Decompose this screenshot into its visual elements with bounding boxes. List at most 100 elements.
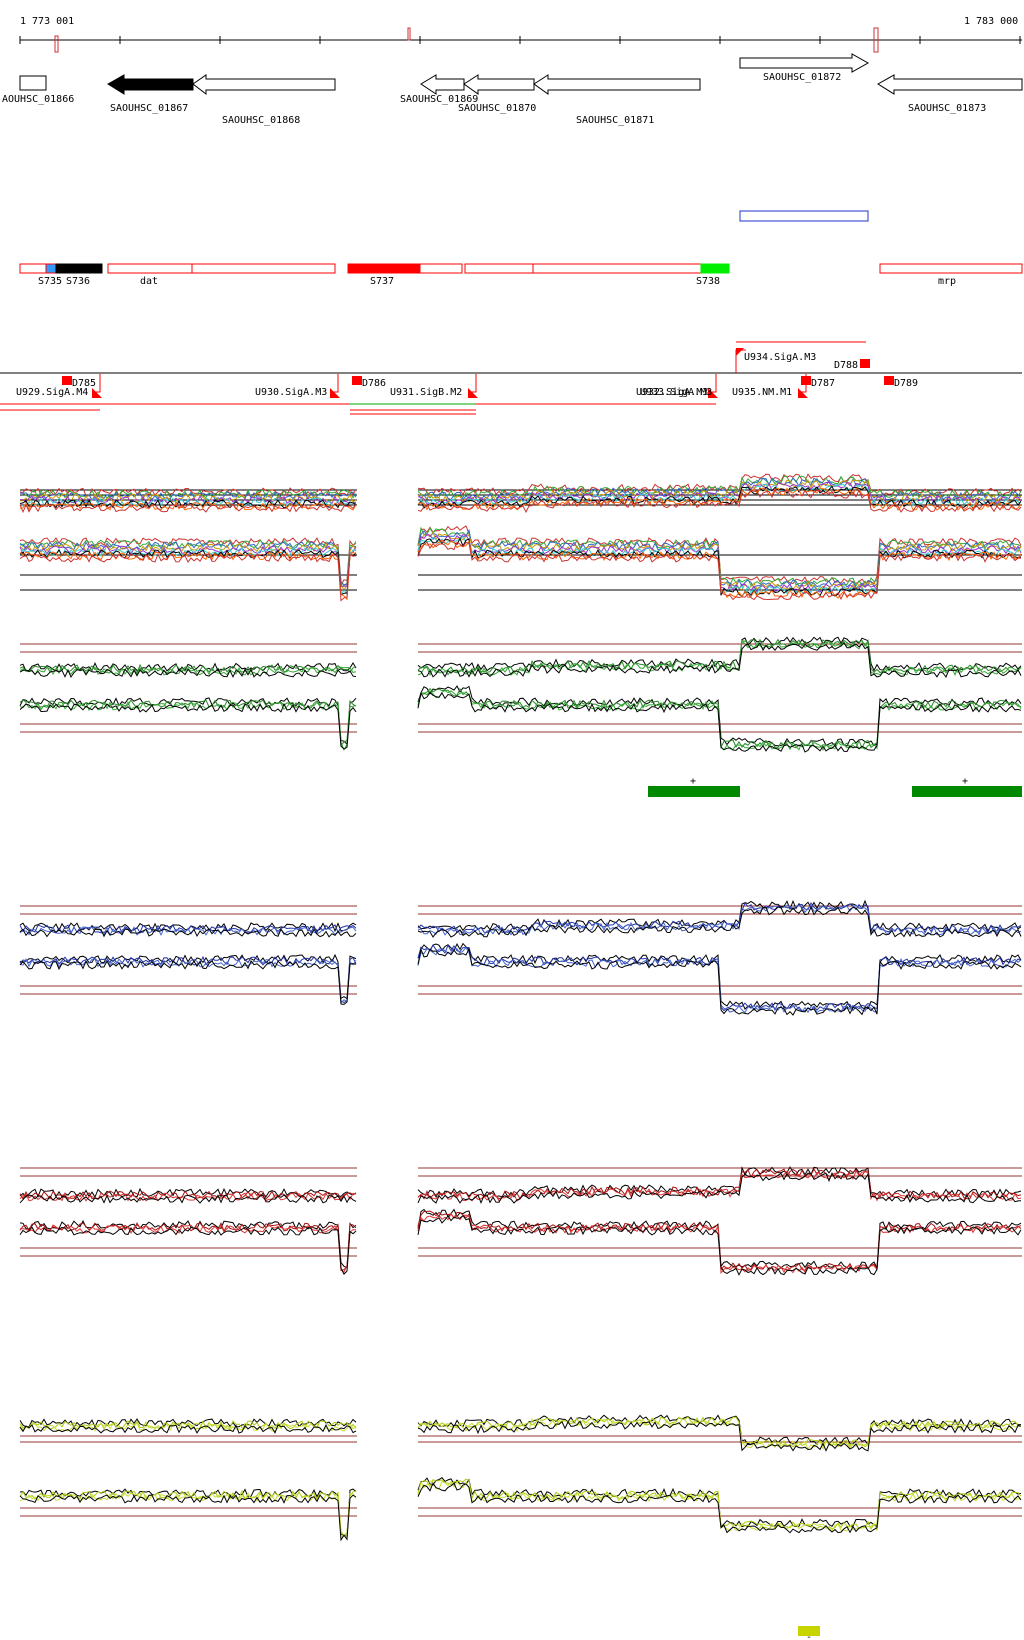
expression-trace — [417, 1169, 1022, 1202]
expression-trace — [19, 541, 357, 586]
expression-panel-2 — [19, 899, 1022, 1016]
terminator-label: D787 — [811, 378, 835, 389]
promoter-label: U930.SigA.M3 — [255, 387, 327, 398]
segment-label: S737 — [370, 276, 394, 287]
expression-trace — [19, 661, 357, 672]
expression-trace — [19, 953, 357, 1000]
gene-arrow[interactable] — [533, 74, 701, 95]
expression-trace — [417, 947, 1022, 1016]
expression-trace — [19, 960, 357, 1005]
gene-label: AOUHSC_01866 — [2, 94, 74, 105]
region-label: + — [962, 776, 968, 787]
segment-block — [464, 263, 534, 274]
expression-trace — [417, 638, 1022, 674]
expression-trace — [19, 958, 357, 1004]
promoter-label: U935.NM.M1 — [732, 387, 792, 398]
expression-trace — [19, 1494, 357, 1542]
terminator-label: D786 — [362, 378, 386, 389]
terminator-mark — [860, 359, 870, 368]
expression-trace — [417, 1477, 1022, 1528]
expression-trace — [417, 1414, 1022, 1447]
terminator-label: D789 — [894, 378, 918, 389]
expression-trace — [19, 697, 357, 746]
segment-block — [55, 263, 103, 274]
promoter-label: U934.SigA.M3 — [744, 352, 816, 363]
expression-trace — [19, 699, 357, 748]
gene-arrow[interactable] — [463, 74, 535, 95]
promoter-label: U929.SigA.M4 — [16, 387, 88, 398]
expression-trace — [417, 541, 1022, 601]
expression-trace — [417, 535, 1022, 596]
segment-block — [879, 263, 1023, 274]
segment-block — [532, 263, 702, 274]
gene-arrow[interactable] — [420, 74, 465, 95]
ruler-marker — [407, 27, 411, 41]
gene-arrow[interactable] — [107, 74, 194, 95]
expression-trace — [19, 1421, 357, 1432]
expression-trace — [19, 926, 357, 937]
expression-trace — [417, 1420, 1022, 1452]
expression-trace — [417, 487, 1022, 512]
terminator-label: D785 — [72, 378, 96, 389]
segment-label: mrp — [938, 276, 956, 287]
expression-trace — [19, 495, 357, 505]
expression-trace — [417, 485, 1022, 509]
expression-trace — [417, 1165, 1022, 1199]
region-bar — [648, 786, 740, 797]
expression-trace — [19, 550, 357, 601]
expression-trace — [19, 503, 357, 514]
gene-arrow[interactable] — [19, 75, 47, 91]
expression-trace — [417, 1214, 1022, 1276]
expression-trace — [417, 685, 1022, 747]
expression-trace — [19, 663, 357, 675]
expression-trace — [417, 640, 1022, 677]
regulatory-track: D785 D786 D787 D788 D789 U929.SigA.M4 U9… — [0, 341, 1022, 415]
end-coordinate: 1 783 000 — [964, 16, 1018, 27]
expression-trace — [417, 488, 1022, 514]
segment-label: S735 — [38, 276, 62, 287]
gene-arrow[interactable] — [877, 74, 1023, 95]
expression-trace — [19, 500, 357, 511]
gene-label: SAOUHSC_01872 — [763, 72, 841, 83]
expression-trace — [417, 905, 1022, 938]
ruler-marker — [54, 35, 59, 53]
expression-trace — [417, 1172, 1022, 1205]
expression-trace — [417, 642, 1022, 679]
expression-trace — [19, 552, 357, 602]
expression-trace — [19, 702, 357, 750]
region-label: + — [690, 776, 696, 787]
segment-label: dat — [140, 276, 158, 287]
expression-trace — [19, 1488, 357, 1537]
segment-track: S735 S736 dat S737 S738 mrp — [19, 263, 1023, 287]
expression-trace — [19, 1194, 357, 1204]
ruler-marker — [873, 27, 879, 53]
region-marks: + + - — [648, 776, 1022, 1640]
segment-label: S738 — [696, 276, 720, 287]
expression-trace — [19, 1423, 357, 1434]
segment-block — [45, 263, 57, 274]
gene-label: SAOUHSC_01868 — [222, 115, 300, 126]
segment-block — [700, 263, 730, 274]
expression-trace — [19, 1420, 357, 1431]
expression-trace — [417, 537, 1022, 597]
region-bar — [798, 1626, 820, 1636]
promoter-label: U932.SigA.M3 — [636, 387, 708, 398]
expression-trace — [19, 666, 357, 676]
expression-trace — [417, 1210, 1022, 1272]
expression-trace — [19, 1191, 357, 1202]
gene-label: SAOUHSC_01870 — [458, 103, 536, 114]
region-bar — [912, 786, 1022, 797]
expression-panel-0 — [19, 473, 1022, 602]
expression-panel-3 — [19, 1165, 1022, 1276]
expression-trace — [19, 1226, 357, 1275]
gene-arrow[interactable] — [739, 53, 870, 73]
promoter-label: U931.SigB.M2 — [390, 387, 462, 398]
expression-trace — [417, 899, 1022, 932]
gene-arrow[interactable] — [192, 74, 336, 96]
expression-trace — [417, 1482, 1022, 1534]
expression-trace — [417, 1417, 1022, 1451]
expression-trace — [19, 1418, 357, 1429]
gene-label: SAOUHSC_01871 — [576, 115, 654, 126]
segment-block — [419, 263, 463, 274]
